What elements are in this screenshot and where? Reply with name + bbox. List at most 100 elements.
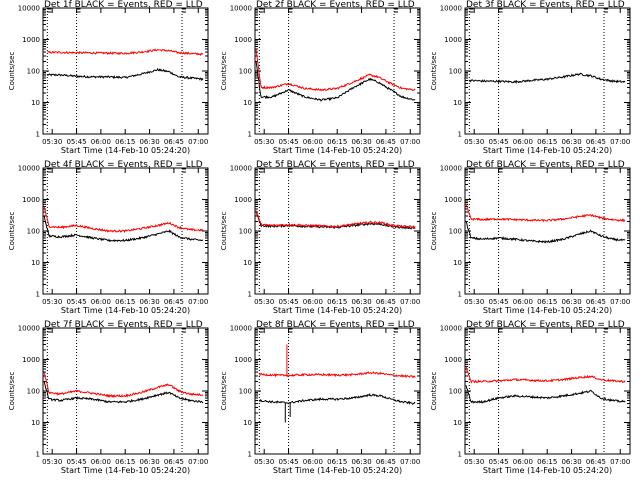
series-line-black (258, 392, 416, 406)
x-axis-label: Start Time (14-Feb-10 05:24:20) (483, 306, 612, 315)
y-tick-label: 1 (36, 451, 40, 459)
panel-title: Det 6f BLACK = Events, RED = LLD (466, 160, 625, 170)
x-axis-label: Start Time (14-Feb-10 05:24:20) (273, 306, 402, 315)
x-tick-label: 06:00 (91, 298, 111, 306)
series-line-black (43, 215, 204, 243)
y-tick-label: 1 (248, 291, 252, 299)
x-tick-label: 06:45 (376, 138, 396, 146)
y-tick-label: 100 (27, 68, 40, 76)
series-line-red (43, 206, 204, 234)
y-tick-label: 10000 (18, 325, 40, 333)
plot-frame (42, 7, 209, 135)
x-tick-label: 06:15 (537, 458, 557, 466)
x-tick-label: 06:15 (115, 298, 135, 306)
y-axis-label: Counts/sec (430, 212, 438, 251)
x-tick-label: 06:00 (303, 458, 323, 466)
y-tick-label: 1000 (22, 36, 40, 44)
y-tick-label: 100 (27, 228, 40, 236)
x-tick-label: 07:00 (610, 298, 630, 306)
panel-1: Det 1f BLACK = Events, RED = LLD 1 10 100 10… (8, 0, 209, 155)
x-tick-label: 06:15 (327, 458, 347, 466)
plot-frame (254, 167, 421, 295)
y-axis-label: Counts/sec (430, 372, 438, 411)
plot-frame (254, 327, 421, 455)
series-line-red (43, 372, 204, 398)
x-tick-label: 05:30 (464, 458, 484, 466)
plot-frame (254, 7, 421, 135)
x-tick-label: 06:15 (537, 138, 557, 146)
y-tick-label: 1000 (234, 36, 252, 44)
x-tick-label: 05:45 (66, 458, 86, 466)
x-tick-label: 06:15 (115, 138, 135, 146)
y-tick-label: 10000 (230, 325, 252, 333)
y-tick-label: 100 (239, 228, 252, 236)
y-axis-label: Counts/sec (220, 52, 228, 91)
x-tick-label: 05:30 (254, 298, 274, 306)
panel-title: Det 5f BLACK = Events, RED = LLD (256, 160, 415, 170)
x-tick-label: 07:00 (400, 138, 420, 146)
x-axis-label: Start Time (14-Feb-10 05:24:20) (273, 466, 402, 475)
x-tick-label: 06:00 (91, 138, 111, 146)
x-tick-label: 06:45 (164, 138, 184, 146)
x-tick-label: 05:30 (42, 138, 62, 146)
x-tick-label: 06:00 (513, 138, 533, 146)
y-tick-label: 1 (458, 291, 462, 299)
y-tick-label: 100 (27, 388, 40, 396)
x-tick-label: 06:00 (513, 298, 533, 306)
panel-4: Det 4f BLACK = Events, RED = LLD 1 10 100 10… (8, 160, 209, 315)
series-line-red (255, 210, 416, 229)
plot-frame (464, 167, 631, 295)
x-tick-label: 06:00 (303, 138, 323, 146)
y-tick-label: 1 (248, 131, 252, 139)
y-tick-label: 10 (243, 99, 252, 107)
x-tick-label: 06:00 (513, 458, 533, 466)
y-tick-label: 10000 (18, 165, 40, 173)
x-tick-label: 05:45 (488, 458, 508, 466)
series-line-red (47, 48, 204, 57)
y-tick-label: 100 (239, 388, 252, 396)
x-tick-label: 05:45 (488, 298, 508, 306)
y-tick-label: 1 (458, 131, 462, 139)
y-tick-label: 10 (243, 259, 252, 267)
x-tick-label: 06:15 (327, 138, 347, 146)
series-line-black (468, 72, 626, 85)
x-tick-label: 06:45 (164, 298, 184, 306)
y-tick-label: 10000 (440, 165, 462, 173)
y-tick-label: 1000 (444, 196, 462, 204)
x-tick-label: 06:30 (561, 138, 581, 146)
y-tick-label: 100 (239, 68, 252, 76)
y-tick-label: 1000 (234, 356, 252, 364)
series-line-red (465, 203, 626, 223)
panel-2: Det 2f BLACK = Events, RED = LLD 1 10 100 10… (220, 0, 421, 155)
x-tick-label: 05:45 (488, 138, 508, 146)
y-axis-label: Counts/sec (220, 372, 228, 411)
plot-frame (464, 327, 631, 455)
x-axis-label: Start Time (14-Feb-10 05:24:20) (483, 466, 612, 475)
y-tick-label: 100 (449, 388, 462, 396)
x-tick-label: 06:00 (303, 298, 323, 306)
y-tick-label: 10000 (230, 5, 252, 13)
x-tick-label: 06:45 (586, 138, 606, 146)
series-line-black (465, 385, 626, 404)
x-tick-label: 06:45 (164, 458, 184, 466)
x-axis-label: Start Time (14-Feb-10 05:24:20) (61, 306, 190, 315)
x-tick-label: 06:45 (376, 298, 396, 306)
panel-5: Det 5f BLACK = Events, RED = LLD 1 10 100 10… (220, 160, 421, 315)
y-tick-label: 1 (458, 451, 462, 459)
x-tick-label: 07:00 (400, 298, 420, 306)
series-line-black (465, 221, 626, 244)
series-line-red (259, 371, 416, 379)
y-tick-label: 1 (36, 291, 40, 299)
y-tick-label: 1000 (22, 356, 40, 364)
x-axis-label: Start Time (14-Feb-10 05:24:20) (61, 146, 190, 155)
x-tick-label: 06:00 (91, 458, 111, 466)
panel-3: Det 3f BLACK = Events, RED = LLD 1 10 100 10… (430, 0, 631, 155)
panel-8: Det 8f BLACK = Events, RED = LLD 1 10 100 10… (220, 320, 421, 475)
x-tick-label: 05:45 (278, 138, 298, 146)
x-tick-label: 05:30 (254, 138, 274, 146)
y-tick-label: 10 (31, 419, 40, 427)
x-tick-label: 05:45 (66, 298, 86, 306)
x-tick-label: 06:45 (376, 458, 396, 466)
panel-7: Det 7f BLACK = Events, RED = LLD 1 10 100 10… (8, 320, 209, 475)
x-tick-label: 05:30 (464, 138, 484, 146)
